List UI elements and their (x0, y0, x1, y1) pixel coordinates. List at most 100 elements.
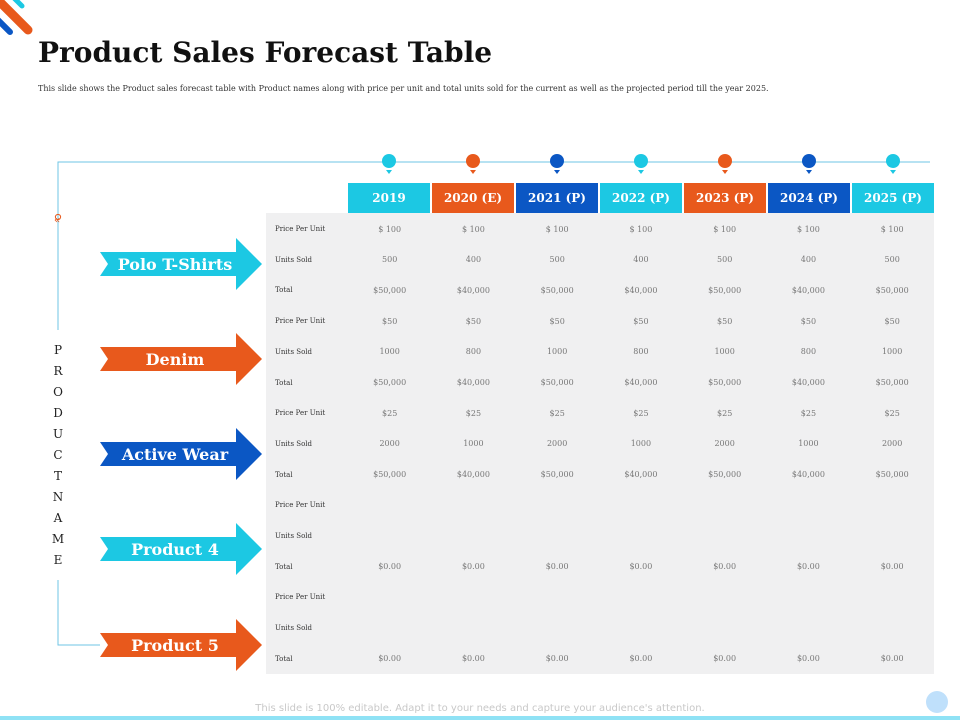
side-label-letter: C (53, 448, 63, 462)
row-label: Total (275, 378, 293, 387)
side-label-letter: M (51, 532, 65, 546)
table-cell: $0.00 (796, 562, 820, 572)
row-label: Total (275, 654, 293, 663)
row-label: Price Per Unit (275, 225, 326, 233)
table-cell: 500 (884, 255, 900, 265)
table-cell: $25 (465, 408, 482, 418)
table-cell: 1000 (630, 439, 652, 449)
timeline-dot-icon (382, 154, 396, 168)
product-name: Product 4 (131, 539, 219, 559)
side-label-letter: P (53, 343, 63, 357)
arrow-shape-icon (100, 333, 262, 385)
row-label: Total (275, 470, 293, 479)
table-row: Price Per Unit $ 100 $ 100 $ 100 $ 100 $ 100 $… (266, 214, 934, 244)
row-label: Total (275, 286, 293, 295)
year-header-cell: 2025 (P) (852, 183, 934, 213)
table-cell: $40,000 (624, 470, 658, 480)
table-cell: $0.00 (629, 562, 653, 572)
table-cell: $0.00 (378, 562, 402, 572)
side-label-letter: T (53, 469, 62, 483)
table-cell: $50,000 (708, 378, 742, 387)
row-label: Units Sold (275, 439, 313, 448)
year-header-cell: 2022 (P) (600, 183, 682, 213)
year-header-cell: 2023 (P) (684, 183, 766, 213)
timeline-dot-icon (466, 154, 480, 168)
timeline-pointer-icon (806, 170, 812, 174)
brand-logo-icon (0, 0, 33, 35)
table-row: Price Per Unit $25 $25 $25 $25 $25 $25 $25 (266, 398, 934, 428)
product-name: Polo T-Shirts (117, 254, 233, 274)
table-cell: $0.00 (461, 654, 485, 664)
table-cell: $50 (465, 316, 482, 326)
timeline-dot-icon (718, 154, 732, 168)
table-cell: $0.00 (880, 562, 904, 572)
table-cell: 800 (465, 347, 482, 357)
table-cell: $0.00 (629, 654, 653, 664)
table-cell: $0.00 (880, 654, 904, 664)
table-row: Price Per Unit $50 $50 $50 $50 $50 $50 $50 (266, 306, 934, 336)
table-cell: $40,000 (456, 285, 490, 295)
table-cell: 400 (633, 255, 649, 265)
timeline-dot-icon (802, 154, 816, 168)
year-header-row: 2019 2020 (E) 2021 (P) 2022 (P) 2023 (P) 2024… (348, 183, 936, 213)
table-cell: 400 (800, 255, 817, 265)
chevron-double-up-icon: « (54, 215, 61, 226)
arrow-shape-icon (100, 523, 262, 575)
table-cell: 1000 (546, 347, 568, 357)
table-cell: 2000 (546, 439, 568, 449)
product-arrow: Denim (100, 333, 262, 385)
table-cell: $50 (382, 316, 398, 326)
table-cell: 500 (549, 255, 565, 265)
side-label-letter: R (53, 364, 63, 378)
year-header-cell: 2020 (E) (432, 183, 514, 213)
table-row: Total $50,000 $40,000 $50,000 $40,000 $50,000… (266, 460, 934, 490)
table-row: Total $50,000 $40,000 $50,000 $40,000 $50,000… (266, 275, 934, 305)
row-label: Price Per Unit (275, 593, 326, 602)
year-header-cell: 2021 (P) (516, 183, 598, 213)
product-arrow: Product 4 (100, 523, 262, 575)
table-cell: 1000 (463, 439, 484, 449)
table-cell: $40,000 (456, 378, 490, 387)
table-cell: $25 (717, 408, 733, 418)
table-cell: $0.00 (713, 654, 737, 664)
side-label-letter: D (53, 406, 63, 420)
table-cell: $50,000 (875, 470, 909, 480)
circle-marker-icon (54, 213, 62, 221)
table-cell: $50,000 (875, 378, 909, 387)
decorative-circle-icon (926, 691, 948, 713)
side-label-letter: O (53, 385, 63, 399)
table-cell: $40,000 (791, 285, 825, 295)
table-row: Total $0.00 $0.00 $0.00 $0.00 $0.00 $0.00 $0.00 (266, 644, 934, 674)
table-cell: $50 (717, 316, 733, 326)
forecast-table (266, 213, 934, 674)
year-header-cell: 2019 (348, 183, 430, 213)
table-row: Total $0.00 $0.00 $0.00 $0.00 $0.00 $0.00 $0.00 (266, 552, 934, 582)
row-label: Units Sold (275, 532, 313, 540)
table-cell: $50,000 (540, 285, 574, 295)
product-arrow: Product 5 (100, 619, 262, 671)
side-label-letter: U (52, 427, 64, 441)
row-label: Units Sold (275, 624, 313, 633)
row-label: Price Per Unit (275, 409, 326, 418)
table-cell: 1000 (798, 439, 819, 449)
table-cell: $40,000 (624, 285, 658, 295)
timeline-pointer-icon (890, 170, 896, 174)
table-cell: 500 (382, 255, 398, 265)
product-name: Denim (145, 349, 205, 369)
table-cell: $40,000 (791, 378, 825, 387)
table-cell: $25 (633, 408, 649, 418)
table-row: Total $50,000 $40,000 $50,000 $40,000 $50,000… (266, 368, 934, 398)
timeline-pointer-icon (386, 170, 392, 174)
row-label: Units Sold (275, 255, 313, 264)
table-cell: $0.00 (461, 562, 485, 572)
table-cell: 1000 (714, 347, 735, 357)
table-cell: $ 100 (629, 224, 653, 234)
page-title: Product Sales Forecast Table (38, 36, 493, 69)
footer-bar (0, 716, 960, 720)
table-row: Units Sold 1000 800 1000 800 1000 800 1000 (266, 337, 934, 367)
table-cell: 800 (633, 347, 649, 357)
table-cell: $50,000 (875, 285, 909, 295)
table-cell: $ 100 (461, 224, 485, 234)
side-label-letter: E (53, 553, 63, 567)
